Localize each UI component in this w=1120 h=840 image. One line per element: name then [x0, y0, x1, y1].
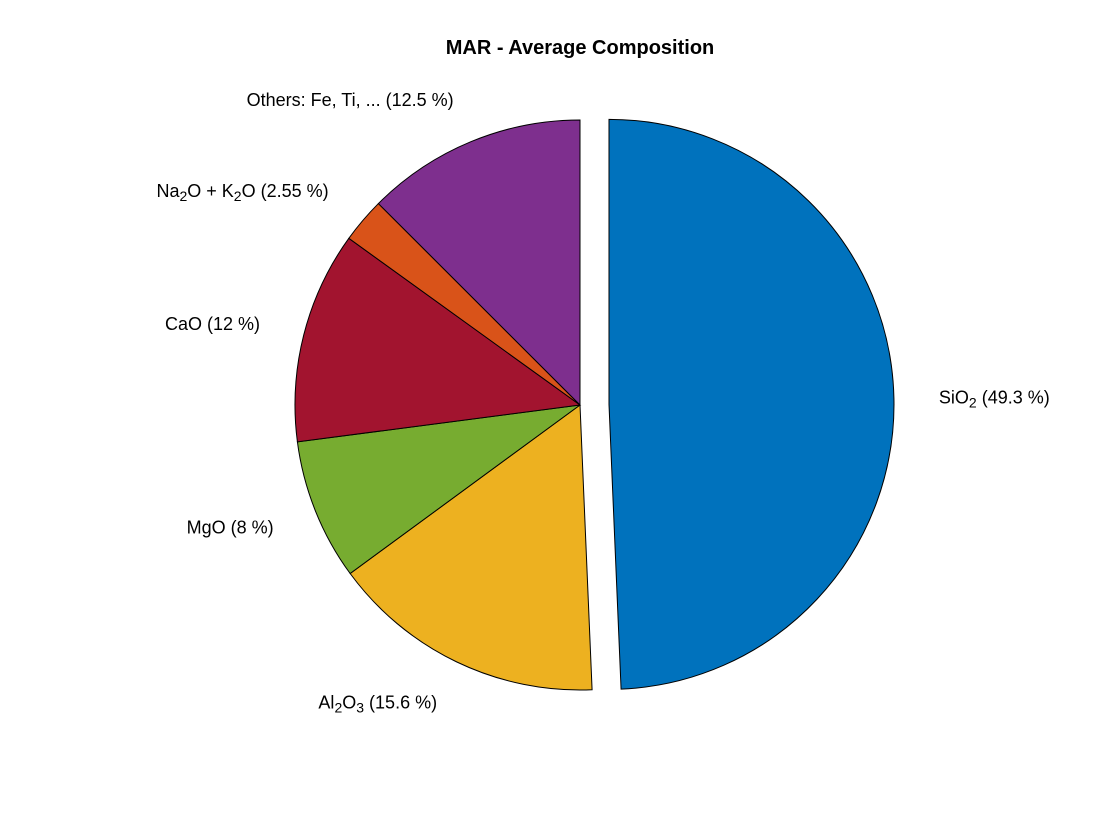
- slice-label-mgo: MgO (8 %): [187, 518, 274, 538]
- pie-slice-others-fe-ti: [377, 119, 581, 407]
- slice-label-al2o3: Al2O3 (15.6 %): [318, 692, 437, 715]
- slice-label-sio2: SiO2 (49.3 %): [939, 387, 1050, 410]
- slice-label-cao: CaO (12 %): [165, 314, 260, 334]
- slice-label-others-fe-ti: Others: Fe, Ti, ... (12.5 %): [247, 90, 454, 110]
- chart-title: MAR - Average Composition: [446, 37, 715, 59]
- pie-slice-al2o3: [349, 404, 593, 691]
- pie-slices: [294, 118, 895, 691]
- pie-slice-mgo: [296, 404, 581, 575]
- pie-slice-sio2: [608, 118, 895, 690]
- pie-labels: SiO2 (49.3 %) Al2O3 (15.6 %) MgO (8 %) CaO …: [156, 90, 1049, 715]
- slice-label-na2o-k2o: Na2O + K2O (2.55 %): [156, 181, 328, 204]
- pie-slice-cao: [294, 237, 582, 443]
